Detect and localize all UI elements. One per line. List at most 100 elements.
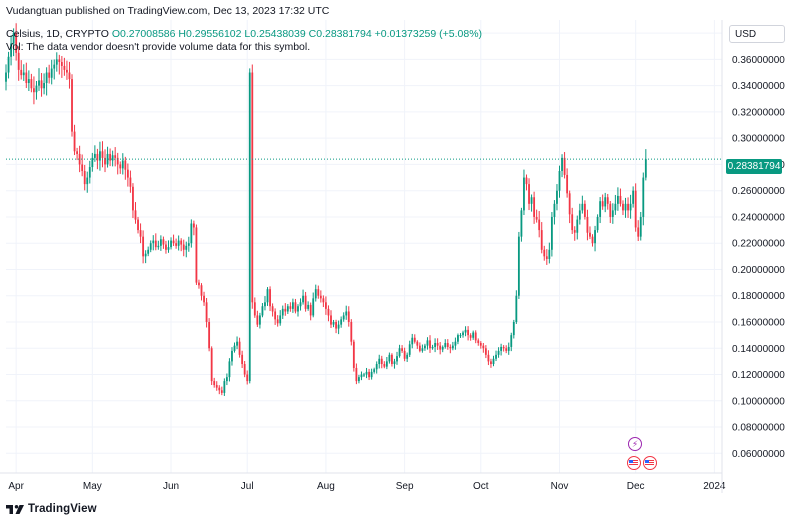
candle-body bbox=[502, 346, 505, 349]
candle-body bbox=[73, 131, 76, 152]
candle-body bbox=[86, 177, 89, 185]
candle-body bbox=[391, 354, 393, 365]
candle-body bbox=[319, 295, 322, 299]
candle-body bbox=[550, 216, 553, 250]
candle-body bbox=[35, 85, 38, 93]
candle-body bbox=[119, 164, 122, 169]
candle-body bbox=[403, 350, 406, 359]
candle-body bbox=[142, 236, 145, 257]
candle-body bbox=[393, 361, 396, 365]
candle-body bbox=[487, 354, 490, 362]
y-tick-label: 0.16000000 bbox=[732, 318, 785, 329]
symbol-name[interactable]: Celsius, 1D, CRYPTO bbox=[6, 28, 109, 40]
chart-area[interactable]: 0.06000000 0.08000000 0.10000000 0.12000000… bbox=[0, 20, 800, 493]
candle-body bbox=[609, 203, 612, 217]
candle-body bbox=[642, 177, 645, 217]
candle-body bbox=[634, 190, 637, 228]
candle-body bbox=[302, 295, 304, 303]
price-chart[interactable]: 0.06000000 0.08000000 0.10000000 0.12000000… bbox=[0, 20, 800, 493]
x-tick-label: Oct bbox=[473, 481, 489, 492]
candle-body bbox=[109, 153, 112, 161]
candle-body bbox=[604, 197, 607, 207]
candle-body bbox=[347, 311, 350, 322]
candle-body bbox=[474, 332, 477, 341]
candle-body bbox=[256, 315, 259, 325]
candle-body bbox=[261, 306, 264, 316]
lightning-event-icon[interactable]: ⚡ bbox=[628, 437, 642, 451]
candle-body bbox=[124, 160, 127, 170]
candle-body bbox=[96, 153, 99, 161]
open-value: O0.27008586 bbox=[111, 28, 176, 40]
candle-body bbox=[441, 346, 444, 350]
candle-body bbox=[50, 68, 53, 78]
candle-body bbox=[553, 203, 556, 217]
candle-body bbox=[368, 371, 370, 378]
candle-body bbox=[25, 72, 28, 84]
candle-body bbox=[644, 159, 647, 178]
candle-body bbox=[248, 72, 251, 382]
candle-body bbox=[426, 340, 429, 346]
candle-body bbox=[342, 315, 345, 320]
candle-body bbox=[190, 223, 193, 244]
candle-body bbox=[15, 33, 18, 53]
x-tick-label: 2024 bbox=[703, 481, 726, 492]
candle-body bbox=[484, 348, 487, 355]
candle-body bbox=[345, 311, 348, 316]
y-tick-label: 0.24000000 bbox=[732, 212, 785, 223]
candle-body bbox=[258, 315, 261, 325]
candle-body bbox=[101, 151, 104, 158]
candle-body bbox=[616, 195, 619, 204]
candle-body bbox=[576, 219, 579, 233]
us-flag-event-icon[interactable] bbox=[643, 456, 657, 470]
symbol-legend: Celsius, 1D, CRYPTO O0.27008586 H0.29556… bbox=[6, 28, 482, 40]
candle-body bbox=[63, 65, 66, 70]
y-tick-label: 0.12000000 bbox=[732, 370, 785, 381]
tradingview-footer[interactable]: TradingView bbox=[6, 501, 97, 517]
y-tick-label: 0.22000000 bbox=[732, 239, 785, 250]
candle-body bbox=[571, 214, 574, 231]
currency-button[interactable]: USD bbox=[729, 25, 785, 43]
candle-body bbox=[185, 245, 188, 250]
candle-body bbox=[241, 354, 244, 365]
candle-body bbox=[411, 337, 414, 345]
candle-body bbox=[327, 308, 330, 316]
candle-body bbox=[406, 354, 409, 359]
candle-body bbox=[363, 374, 365, 376]
candle-body bbox=[510, 335, 513, 347]
candle-body bbox=[159, 239, 162, 246]
candle-body bbox=[162, 239, 165, 245]
candle-body bbox=[22, 72, 25, 76]
candle-body bbox=[358, 377, 360, 382]
candle-body bbox=[149, 243, 152, 250]
candle-body bbox=[578, 210, 581, 220]
candle-body bbox=[596, 216, 599, 231]
candle-body bbox=[40, 80, 43, 89]
candle-body bbox=[472, 332, 475, 338]
candle-body bbox=[431, 346, 434, 349]
candle-body bbox=[586, 216, 589, 233]
high-value: H0.29556102 bbox=[178, 28, 242, 40]
candle-body bbox=[20, 69, 23, 76]
candle-body bbox=[568, 193, 571, 215]
candle-body bbox=[198, 282, 200, 286]
candle-body bbox=[129, 177, 132, 187]
y-tick-label: 0.30000000 bbox=[732, 134, 785, 145]
candle-body bbox=[439, 345, 442, 350]
candle-body bbox=[322, 298, 325, 303]
candle-body bbox=[464, 329, 467, 333]
candle-body bbox=[177, 240, 180, 246]
us-flag-event-icon[interactable] bbox=[627, 456, 641, 470]
candle-body bbox=[523, 177, 525, 211]
candle-body bbox=[639, 216, 642, 237]
candle-body bbox=[512, 322, 515, 336]
y-tick-label: 0.36000000 bbox=[732, 55, 785, 66]
x-tick-label: Sep bbox=[396, 481, 414, 492]
candle-body bbox=[53, 64, 56, 69]
candle-body bbox=[424, 345, 426, 349]
candle-body bbox=[93, 153, 96, 158]
candle-body bbox=[538, 219, 541, 231]
candle-body bbox=[48, 72, 51, 78]
candle-body bbox=[88, 167, 91, 178]
candle-body bbox=[233, 345, 236, 351]
candle-body bbox=[637, 227, 640, 237]
